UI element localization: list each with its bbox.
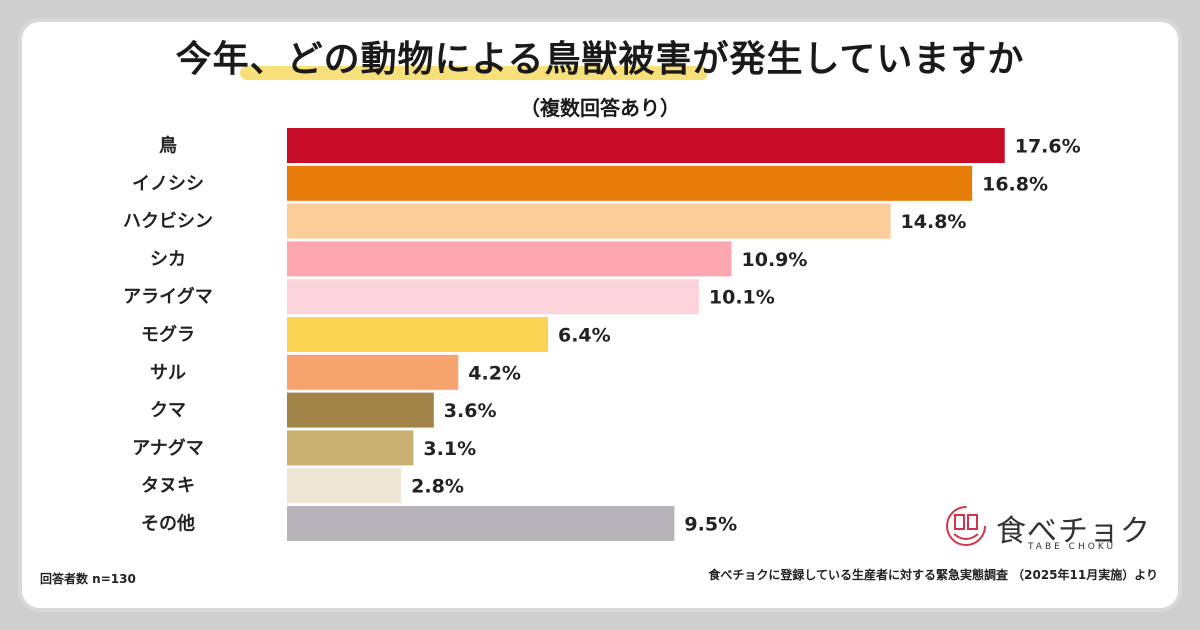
brand-mark-icon [946,506,986,546]
value-label-3: 10.9% [742,249,808,271]
category-label-2: ハクビシン [123,211,213,232]
bar-3 [287,241,732,277]
value-label-1: 16.8% [982,173,1048,195]
bar-9 [287,468,402,504]
chart-subtitle: （複数回答あり） [520,96,680,120]
value-label-8: 3.1% [423,438,476,460]
brand-subname: TABE CHOKU [1028,542,1117,552]
bar-5 [287,317,548,352]
category-label-4: アライグマ [123,286,213,308]
category-label-1: イノシシ [132,173,204,194]
bar-4 [287,279,699,315]
value-label-7: 3.6% [444,400,497,422]
chart-title: 今年、どの動物による鳥獣被害が発生していますか [175,39,1025,80]
value-label-0: 17.6% [1015,136,1081,158]
value-label-4: 10.1% [709,287,775,309]
category-label-9: タヌキ [141,476,195,497]
bar-10 [287,506,675,541]
bar-1 [287,165,973,201]
brand-name: 食べチョク [996,514,1151,549]
value-label-6: 4.2% [468,362,521,384]
value-label-10: 9.5% [684,514,737,536]
value-label-2: 14.8% [901,211,967,233]
category-label-8: アナグマ [132,437,204,459]
category-label-3: シカ [150,249,186,270]
bar-7 [287,392,434,428]
value-label-9: 2.8% [411,476,464,498]
category-label-10: その他 [141,513,195,535]
bar-8 [287,430,414,466]
sample-size-note: 回答者数 n=130 [40,572,136,586]
category-label-5: モグラ [141,324,195,346]
source-note: 食べチョクに登録している生産者に対する緊急実態調査 （2025年11月実施）より [708,568,1158,582]
category-label-7: クマ [150,400,186,421]
bar-2 [287,203,891,239]
brand-logo: 食べチョク TABE CHOKU [944,504,1150,554]
category-label-0: 鳥 [159,135,177,157]
category-label-6: サル [150,362,186,383]
title-highlight [240,66,708,80]
bar-0 [287,128,1005,163]
value-label-5: 6.4% [558,325,611,347]
bar-6 [287,354,459,390]
